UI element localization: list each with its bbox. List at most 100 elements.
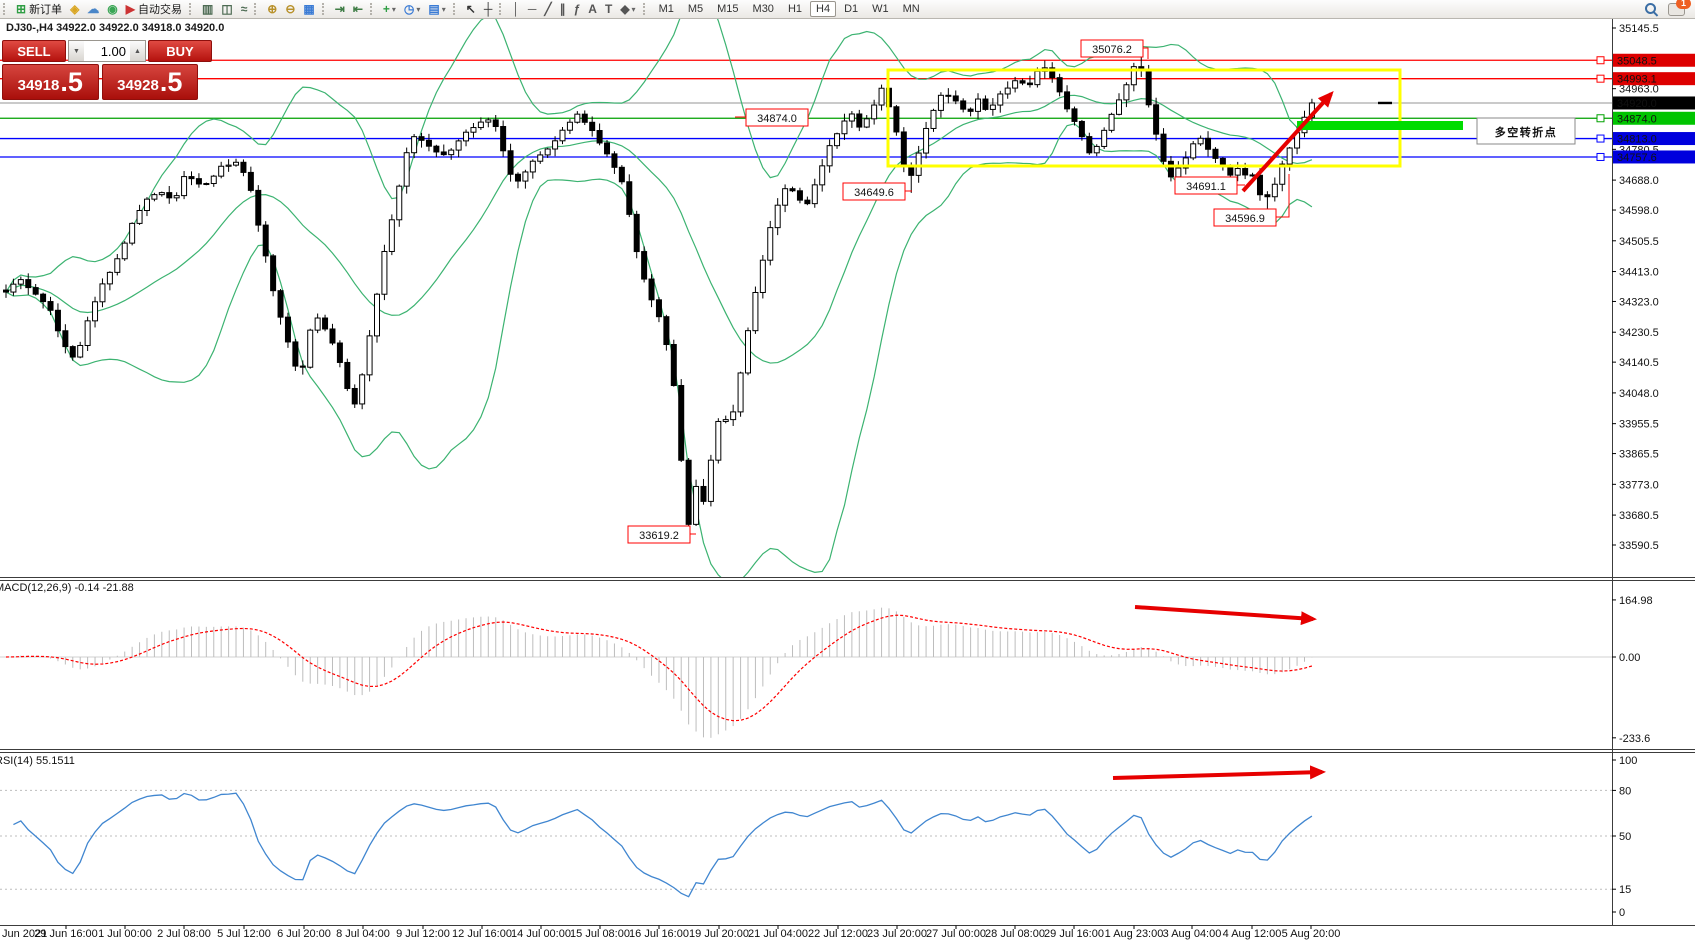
zoom-out-button[interactable]: ⊖: [281, 1, 299, 17]
tile-windows-button[interactable]: ▦: [299, 1, 318, 17]
buy-price-display[interactable]: 34928 .5: [101, 64, 198, 100]
bollinger-middle-band: [5, 94, 1313, 364]
date-tick-label: 29 Jun 16:00: [34, 928, 98, 940]
date-tick-label: 19 Jul 20:00: [689, 928, 749, 940]
price-annotation[interactable]: 34649.6: [842, 182, 912, 201]
trend-arrow-rsi[interactable]: [1112, 765, 1326, 780]
bullish-candle: [522, 171, 529, 182]
chevron-down-icon[interactable]: ▾: [631, 4, 636, 14]
text-label-button[interactable]: T: [601, 1, 616, 17]
auto-scroll-button[interactable]: ⇥: [331, 1, 349, 17]
vertical-line-button[interactable]: │: [508, 1, 524, 17]
bullish-candle: [1234, 168, 1241, 176]
line-handle[interactable]: [1596, 114, 1605, 123]
horizontal-line-button[interactable]: ─: [524, 1, 541, 17]
bearish-candle: [247, 171, 254, 191]
auto-trading-button[interactable]: ▶ 自动交易: [122, 1, 186, 17]
templates-button[interactable]: ▤ ▾: [424, 1, 449, 17]
bearish-candle: [344, 361, 351, 389]
bearish-candle: [604, 142, 611, 155]
macd-tick-label: 0.00: [1619, 652, 1640, 664]
trend-arrow-main[interactable]: [1241, 91, 1334, 193]
note-box[interactable]: [1476, 117, 1576, 145]
bullish-candle: [915, 152, 922, 176]
line-handle[interactable]: [1596, 152, 1605, 161]
bearish-candle: [47, 301, 54, 311]
price-annotation[interactable]: 34596.9: [1213, 174, 1290, 227]
rsi-tick-label: 80: [1619, 785, 1631, 797]
periods-button[interactable]: ◷ ▾: [400, 1, 425, 17]
timeframe-button-mn[interactable]: MN: [902, 3, 920, 15]
timeframe-button-m5[interactable]: M5: [687, 3, 704, 15]
timeframe-button-w1[interactable]: W1: [872, 3, 889, 15]
notifications-icon[interactable]: 1: [1668, 0, 1691, 16]
bar-chart-button[interactable]: ▥: [198, 1, 217, 17]
fibonacci-button[interactable]: ƒ: [570, 1, 585, 17]
price-tick-label: 34413.0: [1619, 267, 1659, 279]
price-annotation[interactable]: 35076.2: [1080, 39, 1149, 59]
text-button[interactable]: A: [584, 1, 601, 17]
timeframe-button-m1[interactable]: M1: [658, 3, 674, 15]
bearish-candle: [678, 385, 685, 461]
bullish-candle: [537, 154, 544, 162]
timeframe-button-h1[interactable]: H1: [787, 3, 802, 15]
line-handle[interactable]: [1596, 134, 1605, 143]
price-annotation[interactable]: 34874.0: [735, 108, 809, 127]
signals-button[interactable]: ◉: [103, 1, 121, 17]
sell-price-main: 34918: [17, 77, 60, 94]
bullish-candle: [181, 176, 188, 197]
search-icon[interactable]: [1644, 2, 1659, 17]
consolidation-rectangle[interactable]: [886, 68, 1402, 168]
rsi-tick-label: 0: [1619, 907, 1625, 919]
bearish-candle: [685, 459, 692, 525]
candlestick-button[interactable]: ◫: [217, 1, 236, 17]
line-chart-button[interactable]: ≈: [237, 1, 252, 17]
line-chart-icon: ≈: [240, 2, 248, 16]
timeframe-button-m30[interactable]: M30: [752, 3, 774, 15]
buy-button[interactable]: BUY: [148, 40, 212, 62]
bearish-candle: [1019, 80, 1026, 84]
sell-button[interactable]: SELL: [2, 40, 66, 62]
trendline-button[interactable]: ╱: [540, 1, 555, 17]
bollinger-lower-band: [5, 123, 1313, 577]
chevron-down-icon[interactable]: ▾: [391, 4, 396, 14]
volume-input[interactable]: [84, 41, 130, 61]
trend-arrow-macd[interactable]: [1134, 605, 1317, 626]
cursor-button[interactable]: ↖: [462, 1, 480, 17]
volume-decrease-button[interactable]: ▼: [69, 41, 84, 61]
indicators-button[interactable]: + ▾: [379, 1, 400, 17]
macd-signal-line: [5, 614, 1313, 722]
toolbar-grip: [321, 3, 327, 15]
channel-button[interactable]: ∥: [556, 1, 570, 17]
timeframe-button-m15[interactable]: M15: [717, 3, 739, 15]
price-annotation[interactable]: 34691.1: [1174, 176, 1245, 195]
chevron-down-icon[interactable]: ▾: [416, 4, 421, 14]
vline-icon: │: [512, 2, 520, 16]
date-tick-label: 16 Jul 16:00: [629, 928, 689, 940]
new-order-button[interactable]: ⊞ 新订单: [12, 1, 66, 17]
layout-brush-button[interactable]: ◈: [66, 1, 83, 17]
bearish-candle: [440, 151, 447, 156]
zoom-in-button[interactable]: ⊕: [263, 1, 281, 17]
timeframe-button-d1[interactable]: D1: [844, 3, 859, 15]
pivot-highlight-bar[interactable]: [1297, 121, 1463, 130]
line-handle[interactable]: [1596, 56, 1605, 65]
community-button[interactable]: ☁: [83, 1, 103, 17]
crosshair-button[interactable]: ┼: [480, 1, 497, 17]
bearish-candle: [1167, 160, 1174, 178]
timeframe-button-h4[interactable]: H4: [810, 1, 837, 17]
bearish-candle: [596, 130, 603, 144]
bullish-candle: [871, 104, 878, 120]
arrows-button[interactable]: ◆ ▾: [616, 1, 639, 17]
line-handle[interactable]: [1596, 74, 1605, 83]
chevron-down-icon[interactable]: ▾: [441, 4, 446, 14]
bearish-candle: [626, 181, 633, 215]
sell-price-display[interactable]: 34918 .5: [2, 64, 99, 100]
bullish-candle: [359, 374, 366, 405]
chart-shift-button[interactable]: ⇤: [349, 1, 367, 17]
volume-increase-button[interactable]: ▲: [130, 41, 145, 61]
bearish-candle: [54, 309, 61, 332]
price-annotation[interactable]: 33619.2: [627, 525, 696, 544]
bullish-candle: [693, 485, 700, 525]
